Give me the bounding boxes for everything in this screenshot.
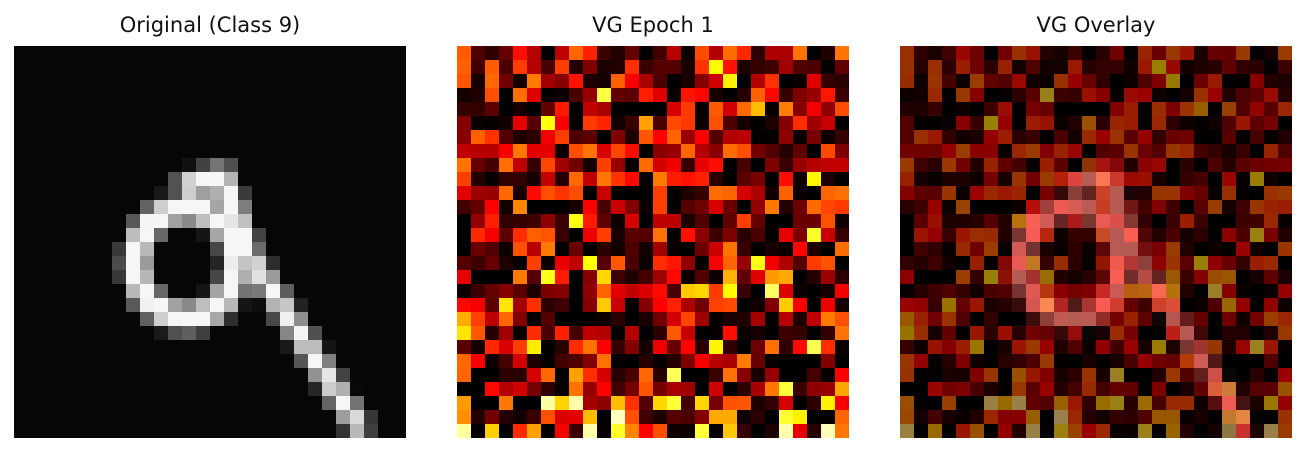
original-image-title: Original (Class 9)	[119, 13, 301, 37]
vg-epoch-title: VG Epoch 1	[592, 13, 714, 37]
original-image-panel: Original (Class 9)	[14, 0, 406, 452]
original-digit-image	[14, 46, 406, 438]
vg-overlay-title: VG Overlay	[1036, 13, 1156, 37]
vg-epoch-panel: VG Epoch 1	[457, 0, 849, 452]
vg-epoch-heatmap	[457, 46, 849, 438]
vg-overlay-panel: VG Overlay	[900, 0, 1292, 452]
vg-overlay-heatmap	[900, 46, 1292, 438]
